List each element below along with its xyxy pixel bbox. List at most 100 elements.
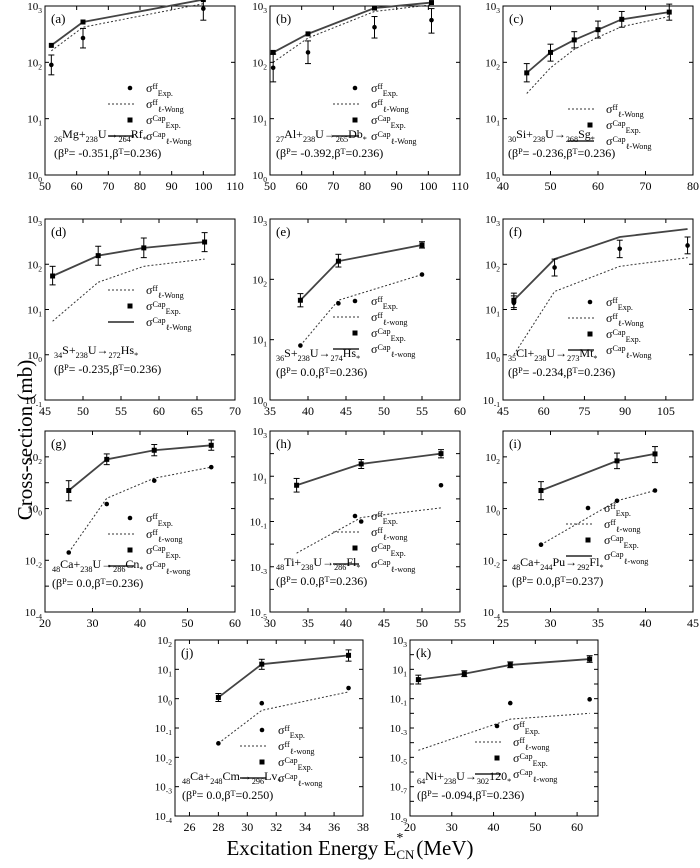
legend-entry: σCapℓ-Wong [606, 134, 652, 151]
y-tick-label: 101 [485, 305, 500, 319]
x-tick-label: 90 [166, 179, 178, 193]
y-tick-label: 101 [27, 305, 42, 319]
cap-exp-point [202, 239, 208, 245]
cap-exp-point [419, 242, 425, 248]
chart-panel-c: 40 50 60 70 80 100 101 102 103 (c) σffℓ-WongσCapEx… [485, 1, 699, 193]
ff-exp-point [685, 243, 690, 248]
y-tick-label: 100 [157, 694, 172, 708]
chart-panel-a: 50 60 70 80 90 100 110 100 101 102 103 (a) σffExp.σf… [27, 0, 244, 193]
legend-marker-cap-exp [127, 547, 133, 553]
series-cap-wong-line [68, 444, 212, 492]
deformation-params: (βP= 0.0,βT=0.236) [52, 576, 143, 590]
chart-panel-d: 45 50 55 60 65 70 10-1 100 101 102 103 (d) σffℓ-Wong… [25, 214, 241, 418]
legend-entry: σCapℓ-Wong [371, 129, 417, 146]
panel-label: (i) [509, 436, 521, 451]
legend-entry: σCapℓ-wong [371, 342, 415, 359]
x-tick-label: 75 [578, 404, 590, 418]
cap-exp-point [666, 9, 672, 15]
ff-exp-point [270, 65, 276, 71]
y-tick-label: 102 [485, 259, 500, 273]
y-tick-label: 100 [27, 350, 42, 364]
chart-panel-e: 35 40 45 50 55 60 100 101 102 103 (e) σffExp.σffℓ-w… [252, 214, 466, 418]
legend-entry: σffExp. [371, 509, 398, 526]
y-tick-label: 10-2 [25, 555, 42, 569]
series-ff-wong-line [526, 16, 670, 94]
legend-entry: σffℓ-wong [604, 517, 641, 534]
chart-panel-b: 50 60 70 80 90 100 110 100 101 102 103 (b) σffExp.σf… [252, 0, 469, 193]
y-tick-label: 102 [157, 635, 172, 649]
legend-entry: σCapExp. [606, 327, 641, 344]
x-tick-label: 60 [296, 179, 308, 193]
x-tick-label: 60 [229, 616, 241, 630]
cap-exp-point [297, 297, 303, 303]
legend-entry: σffℓ-Wong [606, 102, 644, 119]
cap-exp-point [429, 0, 434, 6]
reaction-equation: 36S+238U→274Hs* [276, 346, 360, 363]
series-cap-wong-line [50, 0, 204, 47]
series-cap-wong-line [272, 1, 432, 54]
x-tick-label: 65 [191, 404, 203, 418]
legend-entry: σCapExp. [513, 751, 548, 768]
panel-label: (j) [181, 645, 193, 660]
y-tick-label: 10-5 [250, 607, 267, 621]
y-tick-label: 10-9 [390, 811, 407, 825]
series-cap-wong-line [418, 658, 590, 681]
cap-exp-point [259, 661, 265, 667]
y-tick-label: 10-2 [483, 555, 500, 569]
reaction-equation: 34S+238U→272Hs* [54, 343, 138, 360]
x-tick-label: 100 [419, 179, 437, 193]
x-tick-label: 40 [340, 616, 352, 630]
ff-exp-point [587, 697, 592, 702]
y-tick-label: 10-3 [155, 782, 172, 796]
x-tick-label: 60 [153, 404, 165, 418]
legend-entry: σffExp. [146, 511, 173, 528]
chart-panel-f: 45 60 75 90 105 10-1 100 101 102 103 (f) σffExp.σff… [483, 214, 694, 418]
legend-entry: σffExp. [371, 294, 398, 311]
x-tick-label: 45 [39, 404, 51, 418]
legend-marker-cap-exp [585, 537, 591, 543]
legend-marker-cap-exp [587, 122, 593, 128]
legend-entry: σCapExp. [371, 541, 406, 558]
series-ff-wong-line [418, 712, 590, 751]
reaction-equation: 48Ca+238U→286Cn* [52, 557, 144, 574]
x-tick-label: 50 [39, 179, 51, 193]
deformation-params: (βP= 0.0,βT=0.250) [182, 788, 273, 802]
cap-exp-point [346, 652, 352, 658]
x-tick-label: 55 [416, 404, 428, 418]
cap-exp-point [438, 451, 444, 457]
x-tick-label: 70 [640, 179, 652, 193]
y-tick-label: 103 [27, 214, 42, 228]
ff-exp-point [507, 700, 513, 706]
cap-exp-point [141, 245, 147, 251]
reaction-equation: 48Ti+238U→286Fl* [276, 555, 360, 572]
y-tick-label: 101 [485, 114, 500, 128]
series-cap-wong-line [299, 244, 423, 301]
x-axis-title: Excitation Energy E * CN (MeV) [0, 831, 700, 862]
panel-label: (b) [276, 11, 291, 26]
y-tick-label: 10-4 [483, 607, 500, 621]
x-tick-label: 80 [134, 179, 146, 193]
y-axis-title: Cross-section (mb) [13, 360, 37, 520]
deformation-params: (βP= -0.234,βT=0.236) [508, 365, 615, 379]
y-tick-label: 100 [27, 504, 42, 518]
legend-marker-ff-exp [352, 85, 358, 91]
legend-marker-cap-exp [352, 545, 358, 551]
legend-entry: σffExp. [371, 81, 398, 98]
cap-exp-point [305, 31, 311, 37]
legend-marker-cap-exp [494, 755, 500, 761]
y-tick-label: 102 [485, 452, 500, 466]
legend-marker-ff-exp [259, 727, 265, 733]
legend-entry: σCapExp. [606, 118, 641, 135]
legend-entry: σffExp. [604, 501, 631, 518]
ff-exp-point [216, 741, 221, 746]
y-tick-label: 100 [252, 395, 267, 409]
panel-label: (d) [51, 224, 66, 239]
reaction-equation: 27Al+238U→265Db* [276, 127, 367, 144]
series-cap-wong-line [52, 241, 205, 277]
reaction-equation: 48Ca+244Pu→292Fl* [512, 555, 604, 572]
legend-entry: σffℓ-Wong [371, 97, 409, 114]
cap-exp-point [95, 253, 101, 259]
cap-exp-point [358, 461, 364, 467]
series-cap-wong-line [296, 452, 442, 487]
